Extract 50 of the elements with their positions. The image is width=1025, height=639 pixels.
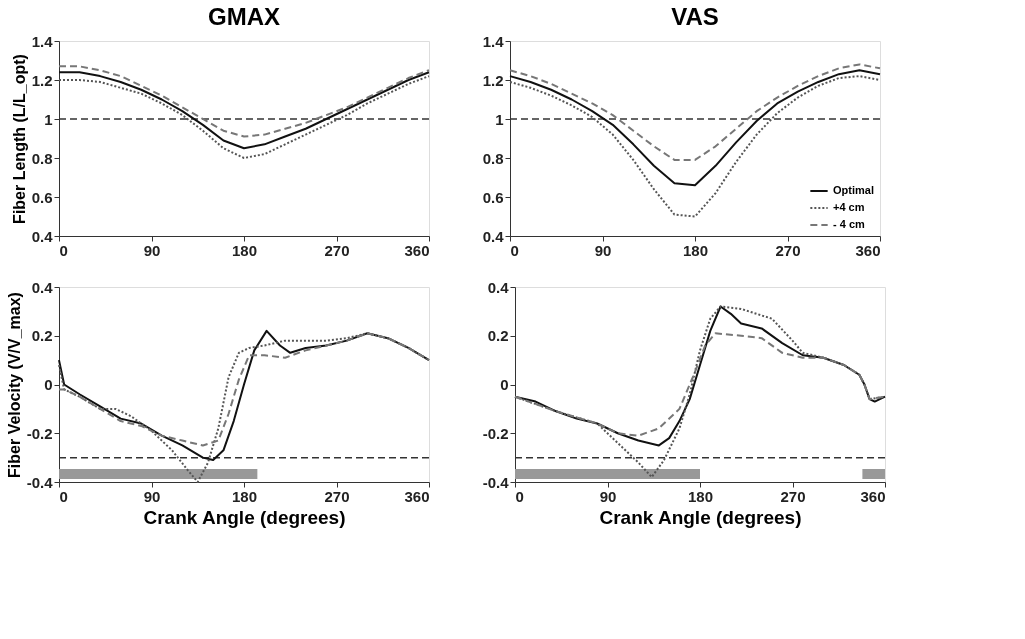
y-tick-label: -0.2 <box>26 424 53 442</box>
legend-label: Optimal <box>833 184 874 196</box>
x-tick-label: 90 <box>143 487 161 505</box>
y-tick-label: 0 <box>44 376 53 393</box>
y-axis-title: Fiber Length (L/L_opt) <box>10 54 28 224</box>
x-tick-label: 180 <box>682 241 709 259</box>
y-axis-title: Fiber Velocity (V/V_max) <box>5 292 23 478</box>
y-tick-label: 0.4 <box>31 278 54 296</box>
x-tick-label: 270 <box>324 487 350 505</box>
x-tick-label: 270 <box>324 241 350 259</box>
y-tick-label: 1 <box>495 110 504 128</box>
x-axis-title: Crank Angle (degrees) <box>143 506 346 528</box>
y-tick-label: 0.6 <box>482 188 504 206</box>
y-tick-label: 1 <box>44 110 53 128</box>
x-tick-label: 360 <box>860 487 886 505</box>
y-tick-label: -0.2 <box>482 424 509 442</box>
y-tick-label: 1.4 <box>482 32 505 50</box>
y-tick-label: 1.4 <box>31 32 54 50</box>
chart-title: VAS <box>671 3 719 30</box>
x-tick-label: 0 <box>59 241 68 259</box>
x-tick-label: 180 <box>687 487 714 505</box>
legend-label: +4 cm <box>833 201 865 213</box>
x-tick-label: 90 <box>143 241 161 259</box>
y-tick-label: 1.2 <box>31 71 53 89</box>
x-tick-label: 270 <box>775 241 801 259</box>
y-tick-label: 0.4 <box>487 278 510 296</box>
y-tick-label: 0.4 <box>31 227 54 245</box>
x-tick-label: 270 <box>780 487 806 505</box>
x-tick-label: 90 <box>594 241 612 259</box>
y-tick-label: 0.6 <box>31 188 53 206</box>
y-tick-label: 0.2 <box>487 327 509 345</box>
y-tick-label: 0 <box>500 376 509 393</box>
y-tick-label: -0.4 <box>26 473 54 491</box>
x-axis-title: Crank Angle (degrees) <box>599 506 802 528</box>
y-tick-label: 0.8 <box>482 149 504 167</box>
x-tick-label: 0 <box>59 487 68 505</box>
x-tick-label: 90 <box>599 487 617 505</box>
legend-label: - 4 cm <box>833 218 866 230</box>
y-tick-label: 0.8 <box>31 149 53 167</box>
x-tick-label: 360 <box>855 241 881 259</box>
x-tick-label: 360 <box>404 241 430 259</box>
x-tick-label: 180 <box>231 487 258 505</box>
y-tick-label: 0.4 <box>482 227 505 245</box>
x-tick-label: 180 <box>231 241 258 259</box>
x-tick-label: 360 <box>404 487 430 505</box>
y-tick-label: 0.2 <box>31 327 53 345</box>
y-tick-label: 1.2 <box>482 71 504 89</box>
x-tick-label: 0 <box>515 487 524 505</box>
y-tick-label: -0.4 <box>482 473 510 491</box>
chart-title: GMAX <box>208 3 280 30</box>
